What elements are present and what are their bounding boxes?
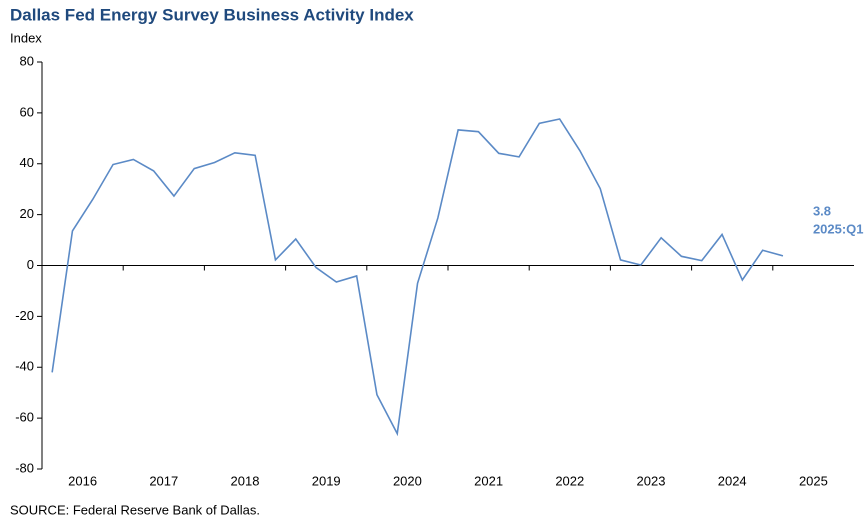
y-tick-label: -60 xyxy=(15,410,34,425)
x-tick-label: 2019 xyxy=(312,473,341,488)
x-tick-label: 2016 xyxy=(68,473,97,488)
y-tick-label: -80 xyxy=(15,460,34,475)
series-line xyxy=(51,118,784,437)
y-tick-label: 80 xyxy=(20,53,34,68)
annotation: 2025:Q1 xyxy=(813,221,864,236)
y-tick-label: 40 xyxy=(20,155,34,170)
value-label: 3.8 xyxy=(813,203,831,218)
x-tick-label: 2024 xyxy=(718,473,747,488)
chart-title: Dallas Fed Energy Survey Business Activi… xyxy=(10,5,414,24)
y-tick-label: 60 xyxy=(20,104,34,119)
x-tick-label: 2018 xyxy=(231,473,260,488)
y-tick-label: -20 xyxy=(15,308,34,323)
x-tick-label: 2025 xyxy=(799,473,828,488)
source: SOURCE: Federal Reserve Bank of Dallas. xyxy=(10,502,260,517)
x-tick-label: 2023 xyxy=(637,473,666,488)
y-tick-label: 0 xyxy=(27,257,34,272)
y-axis-label: Index xyxy=(10,30,42,45)
x-tick-label: 2017 xyxy=(149,473,178,488)
y-tick-label: -40 xyxy=(15,359,34,374)
y-tick-label: 20 xyxy=(20,206,34,221)
x-tick-label: 2022 xyxy=(555,473,584,488)
x-tick-label: 2021 xyxy=(474,473,503,488)
x-tick-label: 2020 xyxy=(393,473,422,488)
